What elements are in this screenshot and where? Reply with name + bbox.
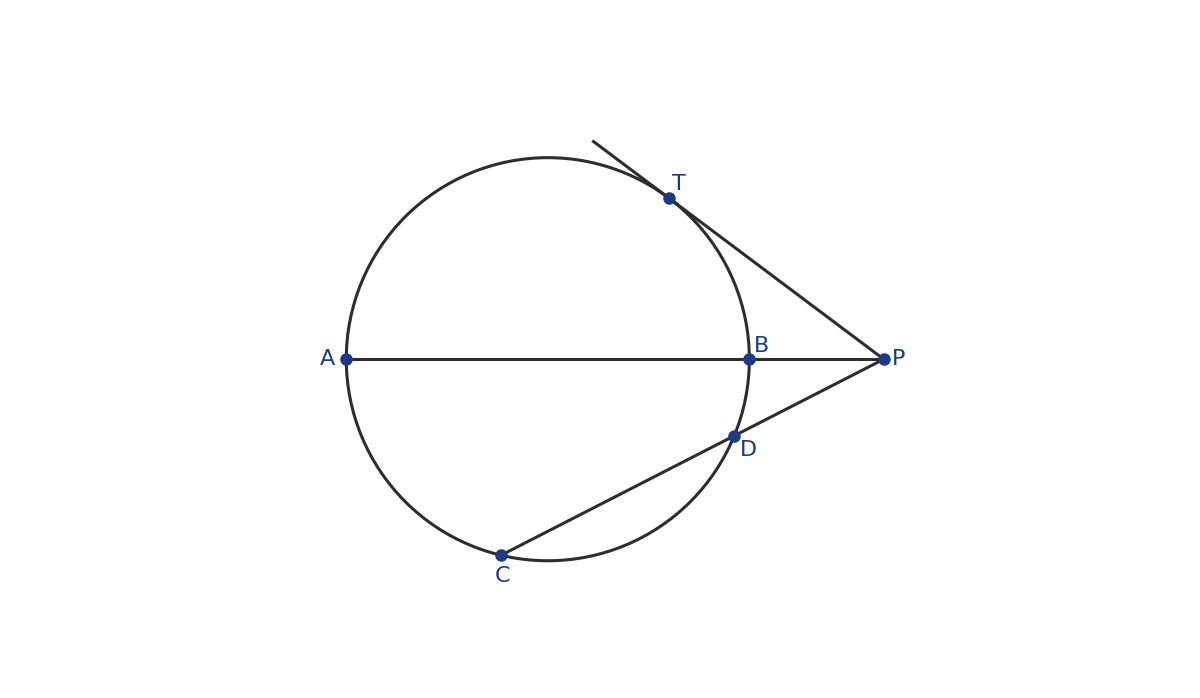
Text: B: B [754, 336, 769, 357]
Text: T: T [672, 174, 685, 194]
Text: D: D [739, 440, 757, 460]
Text: C: C [494, 566, 510, 586]
Text: P: P [892, 349, 906, 369]
Text: A: A [320, 349, 336, 369]
